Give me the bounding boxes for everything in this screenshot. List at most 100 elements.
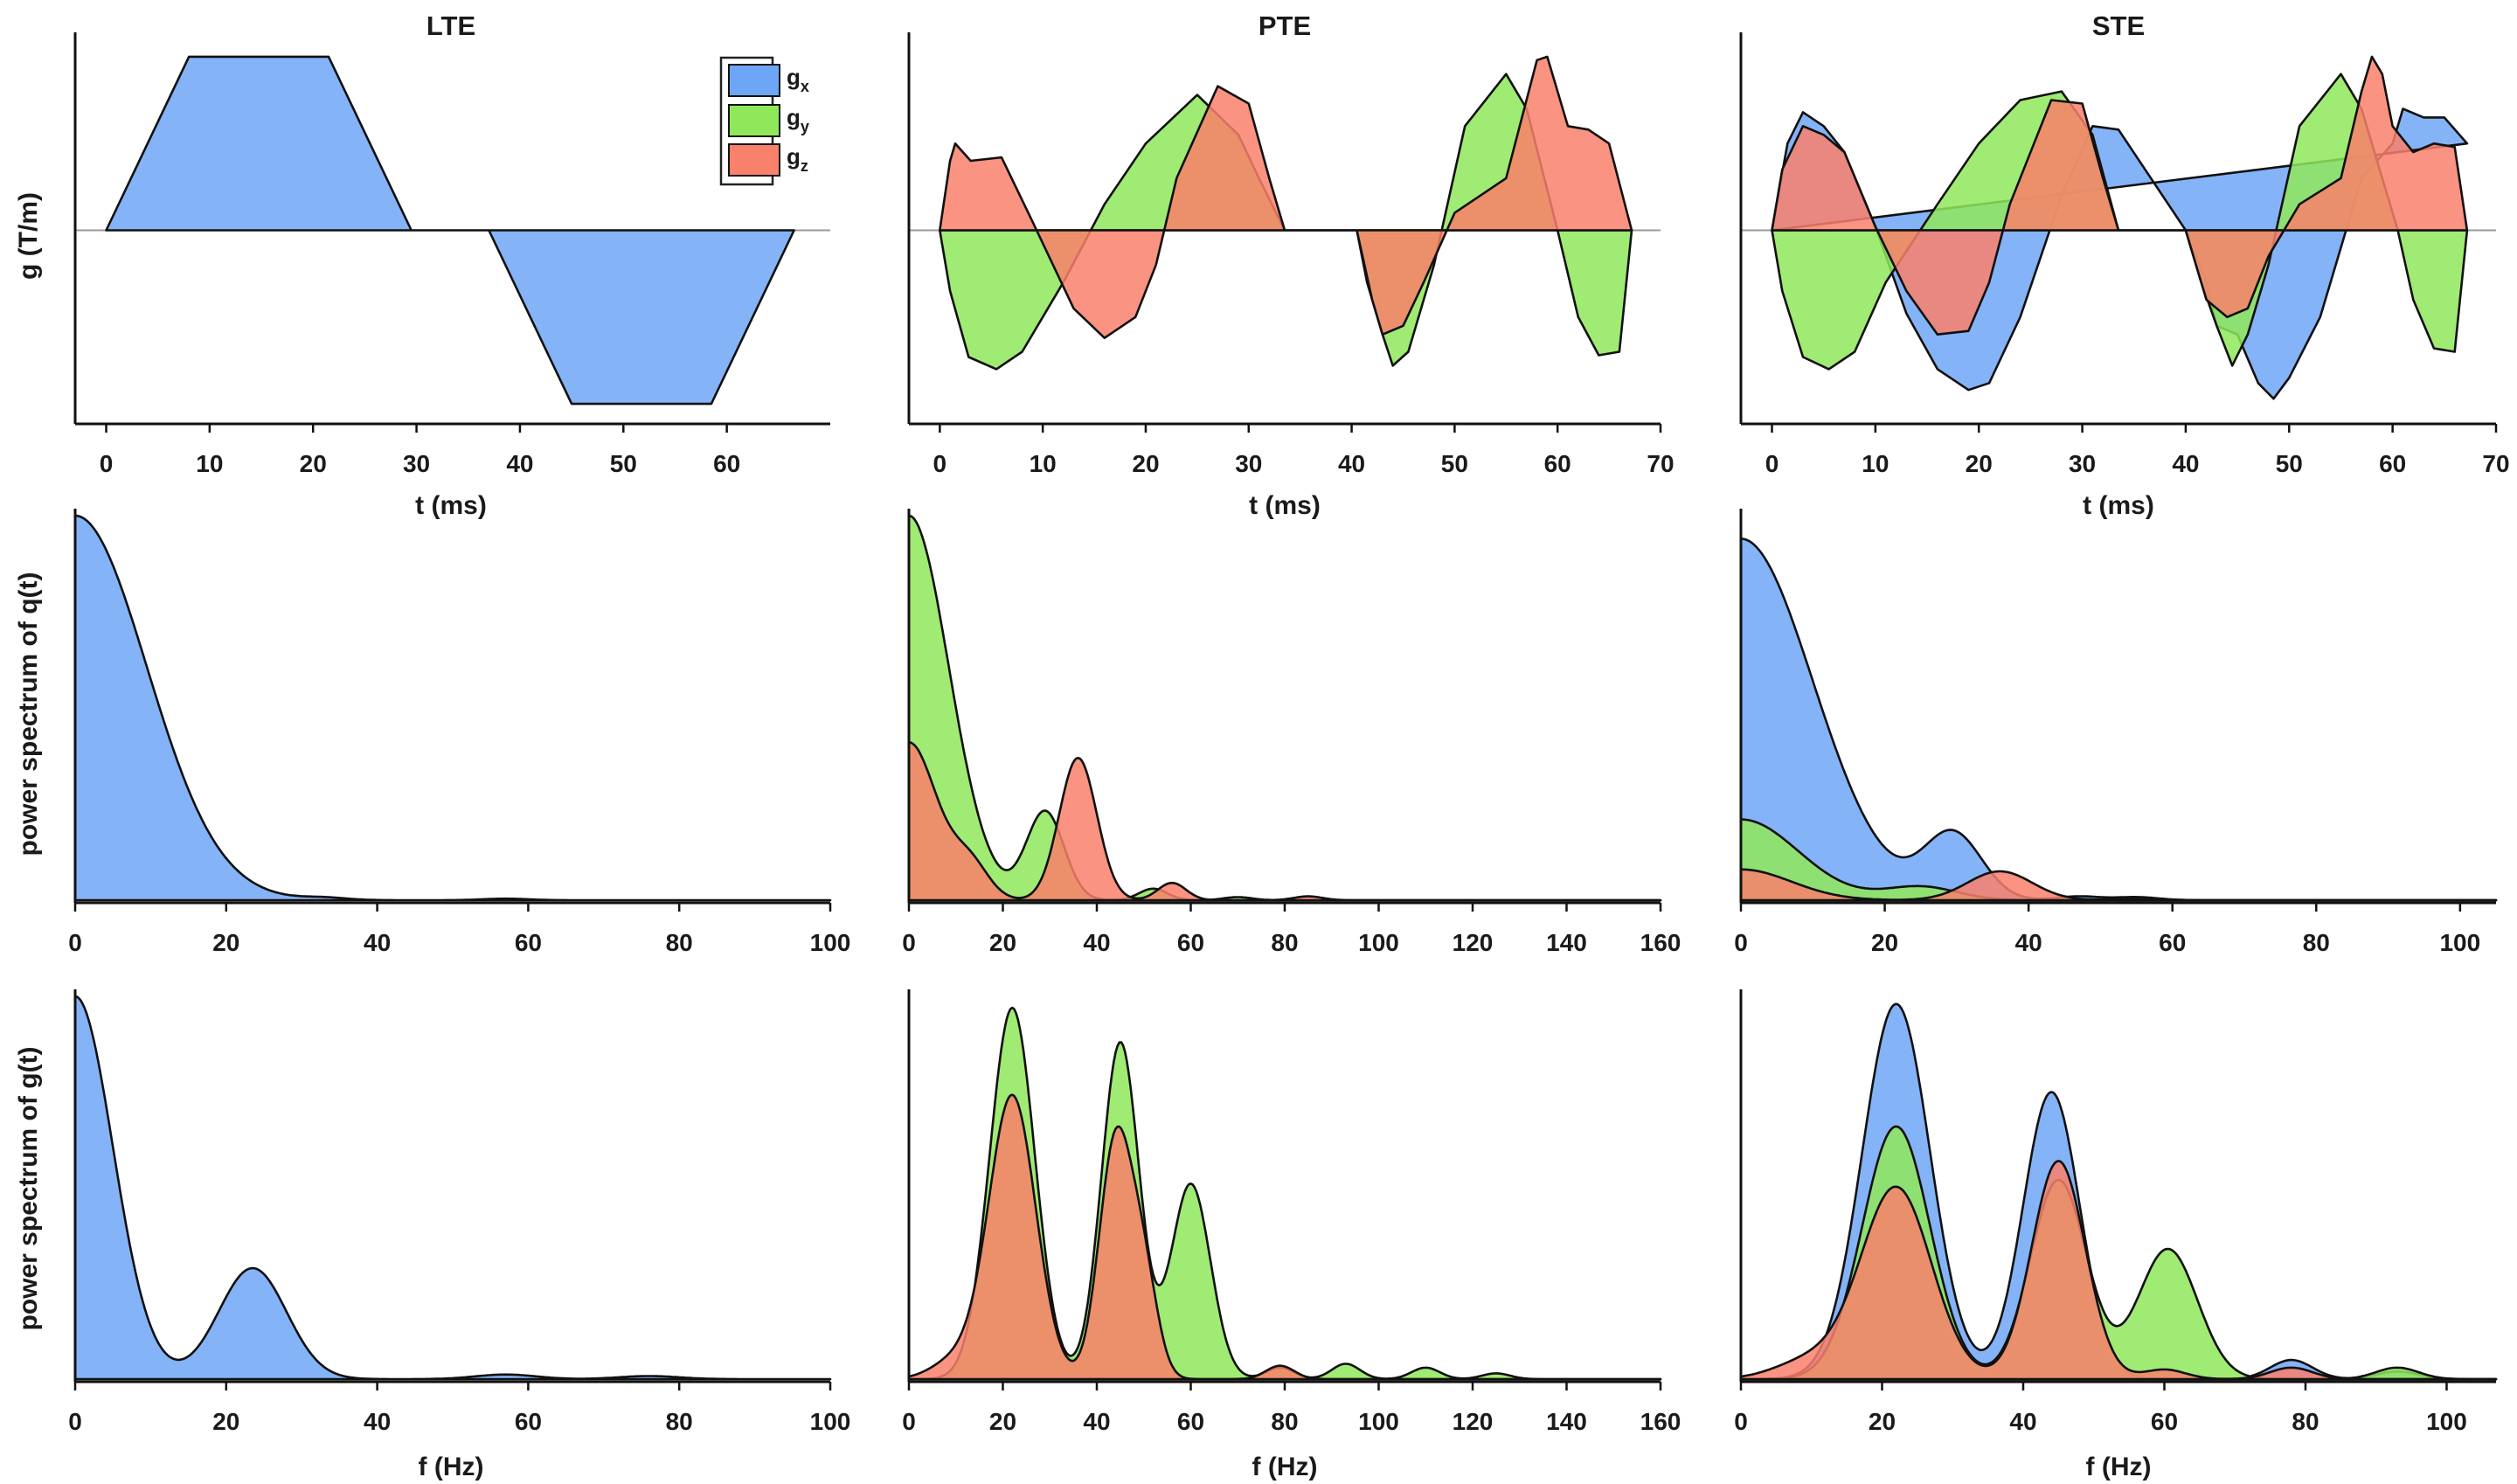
x-tick-label: 10 (1030, 450, 1057, 477)
legend-item-gy: gy (728, 104, 809, 137)
x-tick-label: 0 (68, 929, 82, 956)
x-tick-label: 160 (1640, 929, 1681, 956)
panel-pte-g: PTE t (ms) 0 10 20 30 40 50 60 70 (907, 10, 1675, 520)
x-tick-label: 20 (989, 1408, 1016, 1435)
x-tick-label: 160 (1640, 1408, 1681, 1435)
x-tick-label: 100 (1358, 929, 1399, 956)
x-tick-label: 100 (2426, 1408, 2467, 1435)
legend-label: gz (787, 143, 808, 175)
x-tick-label: 20 (989, 929, 1016, 956)
panel-ste-gs: f (Hz) 0 20 40 60 80 100 (1734, 989, 2498, 1481)
x-axis-label: f (Hz) (2086, 1453, 2152, 1481)
x-tick-label: 60 (515, 1408, 542, 1435)
x-tick-label: 40 (364, 1408, 391, 1435)
x-tick-label: 70 (1647, 450, 1674, 477)
x-tick-label: 0 (902, 929, 916, 956)
x-tick-label: 40 (1083, 929, 1110, 956)
x-tick-label: 50 (1441, 450, 1468, 477)
x-tick-label: 70 (2482, 450, 2509, 477)
x-tick-label: 50 (2276, 450, 2303, 477)
x-tick-label: 80 (666, 929, 693, 956)
x-tick-label: 50 (610, 450, 637, 477)
x-tick-label: 40 (2172, 450, 2199, 477)
x-tick-label: 0 (1734, 1408, 1748, 1435)
legend-item-gz: gz (728, 143, 808, 177)
series-gz (907, 741, 1662, 902)
legend-item-gx: gx (728, 64, 809, 97)
x-tick-label: 140 (1546, 929, 1587, 956)
x-tick-label: 40 (506, 450, 533, 477)
series-gz (907, 1093, 1662, 1381)
panel-pte-q: 0 20 40 60 80 100 120 140 160 (902, 509, 1681, 956)
x-tick-label: 100 (810, 929, 851, 956)
x-tick-label: 60 (2151, 1408, 2178, 1435)
x-tick-label: 80 (2303, 929, 2330, 956)
series-gx (73, 514, 832, 902)
x-tick-label: 60 (1177, 929, 1204, 956)
legend-label: gy (787, 104, 809, 135)
legend-swatch-gy (728, 104, 780, 137)
x-tick-label: 80 (2292, 1408, 2319, 1435)
x-tick-label: 10 (196, 450, 223, 477)
x-tick-label: 40 (1083, 1408, 1110, 1435)
panel-title: LTE (426, 10, 475, 41)
legend: gx gy gz (719, 56, 809, 186)
panel-lte-q: power spectrum of q(t) 0 20 40 60 80 100 (14, 509, 850, 956)
x-tick-label: 30 (1235, 450, 1262, 477)
x-tick-label: 100 (810, 1408, 851, 1435)
series-gz (1739, 868, 2498, 902)
x-tick-label: 140 (1546, 1408, 1587, 1435)
x-tick-label: 60 (713, 450, 740, 477)
x-tick-label: 120 (1453, 1408, 1494, 1435)
x-tick-label: 0 (933, 450, 947, 477)
legend-swatch-gz (728, 143, 780, 177)
x-tick-label: 60 (1177, 1408, 1204, 1435)
x-tick-label: 80 (666, 1408, 693, 1435)
x-tick-label: 40 (364, 929, 391, 956)
x-tick-label: 40 (1338, 450, 1365, 477)
x-tick-label: 120 (1453, 929, 1494, 956)
x-tick-label: 60 (515, 929, 542, 956)
series-gz (1771, 55, 2469, 336)
legend-swatch-gx (728, 64, 780, 97)
panel-ste-g: STE t (ms) 0 10 20 30 40 50 60 70 (1739, 10, 2510, 520)
x-axis-label: t (ms) (1249, 491, 1321, 520)
x-tick-label: 20 (300, 450, 327, 477)
series-gz (939, 55, 1633, 339)
x-tick-label: 0 (1734, 929, 1748, 956)
x-tick-label: 0 (68, 1408, 82, 1435)
panel-pte-gs: f (Hz) 0 20 40 60 80 100 120 140 160 (902, 989, 1681, 1481)
x-tick-label: 100 (1358, 1408, 1399, 1435)
x-tick-label: 0 (902, 1408, 916, 1435)
panel-lte-gs: f (Hz) power spectrum of g(t) 0 20 40 60 80 1… (14, 989, 850, 1481)
x-tick-label: 80 (1271, 1408, 1298, 1435)
x-tick-label: 0 (1765, 450, 1779, 477)
series-gx (73, 995, 832, 1381)
panel-title: PTE (1258, 10, 1311, 41)
panel-ste-q: 0 20 40 60 80 100 (1734, 509, 2498, 956)
x-tick-label: 20 (1966, 450, 1993, 477)
x-tick-label: 80 (1271, 929, 1298, 956)
y-axis-label: g (T/m) (14, 192, 43, 280)
x-tick-label: 20 (212, 929, 239, 956)
x-tick-label: 0 (100, 450, 114, 477)
x-tick-label: 10 (1862, 450, 1889, 477)
x-tick-label: 30 (2069, 450, 2096, 477)
x-tick-label: 40 (2009, 1408, 2036, 1435)
x-tick-label: 20 (1871, 929, 1898, 956)
x-axis-label: f (Hz) (1252, 1453, 1318, 1481)
x-tick-label: 30 (403, 450, 430, 477)
x-tick-label: 40 (2015, 929, 2042, 956)
x-tick-label: 100 (2439, 929, 2480, 956)
x-axis-label: t (ms) (2083, 491, 2154, 520)
y-axis-label: power spectrum of q(t) (14, 572, 43, 856)
x-tick-label: 60 (2159, 929, 2186, 956)
panel-title: STE (2092, 10, 2145, 41)
series-gz (1739, 1160, 2498, 1381)
x-axis-label: f (Hz) (419, 1453, 484, 1481)
x-axis-label: t (ms) (415, 491, 487, 520)
legend-label: gx (787, 64, 809, 95)
panel-lte-g: LTE t (ms) g (T/m) 0 10 20 30 40 50 60 (14, 10, 830, 520)
